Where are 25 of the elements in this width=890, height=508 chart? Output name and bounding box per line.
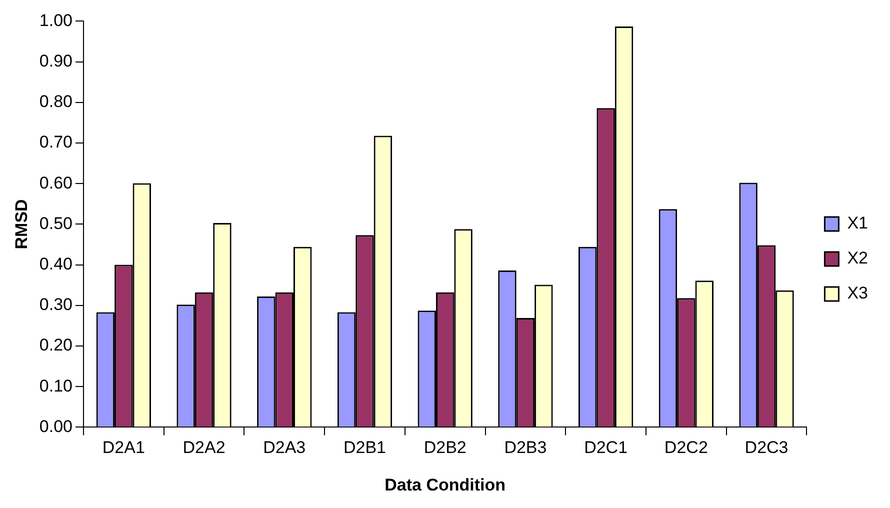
y-tick-label: 0.20 <box>39 336 72 355</box>
x-axis-title: Data Condition <box>384 475 506 494</box>
y-tick-label: 0.80 <box>39 92 72 112</box>
x-tick-label: D2B3 <box>504 438 547 458</box>
legend-label: X1 <box>847 214 868 233</box>
y-tick-label: 0.50 <box>39 214 72 233</box>
x-tick-label: D2B2 <box>424 438 466 458</box>
y-tick-label: 0.00 <box>39 416 72 436</box>
x-tick-label: D2B1 <box>343 438 386 458</box>
x-tick-label: D2A3 <box>263 438 306 458</box>
y-tick-label: 0.90 <box>39 51 72 70</box>
x-tick-label: D2A1 <box>102 438 145 458</box>
y-tick-label: 0.70 <box>39 132 72 152</box>
legend-label: X2 <box>847 248 868 268</box>
x-tick-label: D2C1 <box>584 438 628 458</box>
x-tick-label: D2C3 <box>744 438 788 458</box>
y-tick-label: 0.40 <box>39 254 72 274</box>
x-tick-label: D2C2 <box>664 438 708 458</box>
y-tick-label: 0.10 <box>39 376 72 396</box>
y-axis-title: RMSD <box>12 199 31 250</box>
y-tick-label: 0.30 <box>39 295 72 314</box>
x-tick-label: D2A2 <box>182 438 226 458</box>
y-tick-label: 0.60 <box>39 173 72 192</box>
y-tick-label: 1.00 <box>39 10 72 30</box>
legend-label: X3 <box>847 284 868 303</box>
